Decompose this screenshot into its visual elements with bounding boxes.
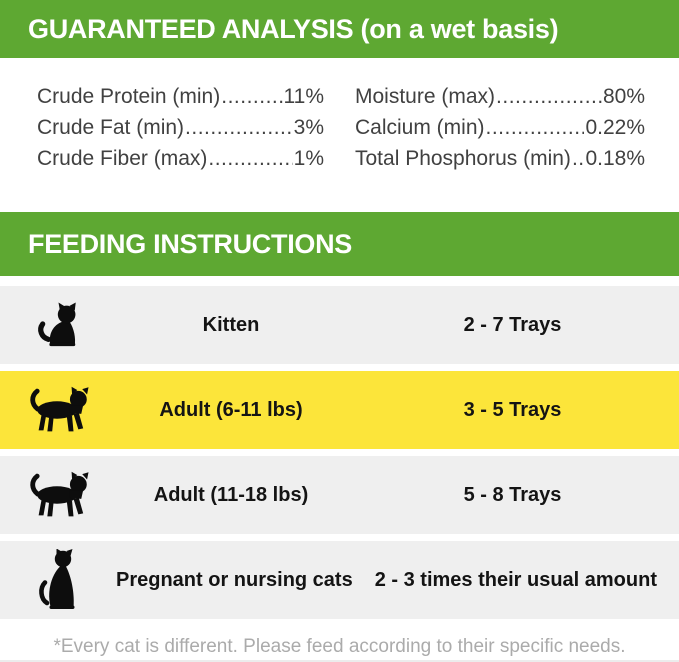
feeding-row-label: Kitten: [202, 313, 260, 336]
analysis-right-column: Moisture (max) 80% Calcium (min) 0.22% Tot…: [355, 85, 645, 212]
analysis-line: Crude Fiber (max) 1%: [37, 147, 324, 171]
analysis-label: Crude Fat (min): [37, 116, 185, 139]
analysis-line: Moisture (max) 80%: [355, 85, 645, 109]
analysis-value: 0.22%: [585, 116, 645, 139]
analysis-value: 3%: [293, 116, 324, 139]
feeding-row-adult-small: Adult (6-11 lbs) 3 - 5 Trays: [0, 371, 679, 449]
feeding-row-label: Adult (11-18 lbs): [153, 483, 309, 506]
feeding-row-value: 3 - 5 Trays: [463, 398, 562, 421]
guaranteed-analysis-title: GUARANTEED ANALYSIS (on a wet basis): [28, 13, 559, 44]
analysis-label: Crude Protein (min): [37, 85, 221, 108]
dot-leader: [185, 116, 293, 140]
analysis-left-column: Crude Protein (min) 11% Crude Fat (min) 3%…: [37, 85, 324, 212]
dot-leader: [572, 147, 585, 171]
adult-cat-icon: [30, 386, 89, 432]
dot-leader: [496, 85, 602, 109]
analysis-value: 1%: [293, 147, 324, 170]
analysis-line: Crude Fat (min) 3%: [37, 116, 324, 140]
feeding-instructions-header: FEEDING INSTRUCTIONS: [0, 212, 679, 276]
dot-leader: [208, 147, 292, 171]
pregnant-cat-icon: [39, 549, 75, 609]
dot-leader: [486, 116, 585, 140]
feeding-row-kitten: Kitten 2 - 7 Trays: [0, 286, 679, 364]
feeding-row-value: 2 - 7 Trays: [463, 313, 562, 336]
analysis-label: Calcium (min): [355, 116, 485, 139]
feeding-row-adult-large: Adult (11-18 lbs) 5 - 8 Trays: [0, 456, 679, 534]
feeding-row-pregnant: Pregnant or nursing cats 2 - 3 times the…: [0, 541, 679, 619]
analysis-label: Moisture (max): [355, 85, 496, 108]
footnote: *Every cat is different. Please feed acc…: [53, 635, 626, 657]
analysis-value: 0.18%: [585, 147, 645, 170]
feeding-row-value: 5 - 8 Trays: [463, 483, 562, 506]
guaranteed-analysis-header: GUARANTEED ANALYSIS (on a wet basis): [0, 0, 679, 58]
analysis-section: Crude Protein (min) 11% Crude Fat (min) 3%…: [0, 58, 679, 212]
dot-leader: [221, 85, 282, 109]
feeding-instructions-title: FEEDING INSTRUCTIONS: [28, 228, 353, 259]
analysis-line: Total Phosphorus (min) 0.18%: [355, 147, 645, 171]
feeding-row-label: Adult (6-11 lbs): [159, 398, 303, 421]
analysis-value: 80%: [602, 85, 645, 108]
feeding-row-value: 2 - 3 times their usual amount: [374, 568, 657, 591]
analysis-line: Crude Protein (min) 11%: [37, 85, 324, 109]
analysis-value: 11%: [283, 85, 324, 108]
analysis-line: Calcium (min) 0.22%: [355, 116, 645, 140]
feeding-row-label: Pregnant or nursing cats: [116, 568, 353, 591]
feeding-table: Kitten 2 - 7 Trays Adult (6-11 lbs): [0, 286, 679, 619]
adult-cat-icon: [30, 471, 89, 517]
kitten-icon: [38, 302, 76, 347]
analysis-label: Total Phosphorus (min): [355, 147, 571, 170]
analysis-label: Crude Fiber (max): [37, 147, 208, 170]
